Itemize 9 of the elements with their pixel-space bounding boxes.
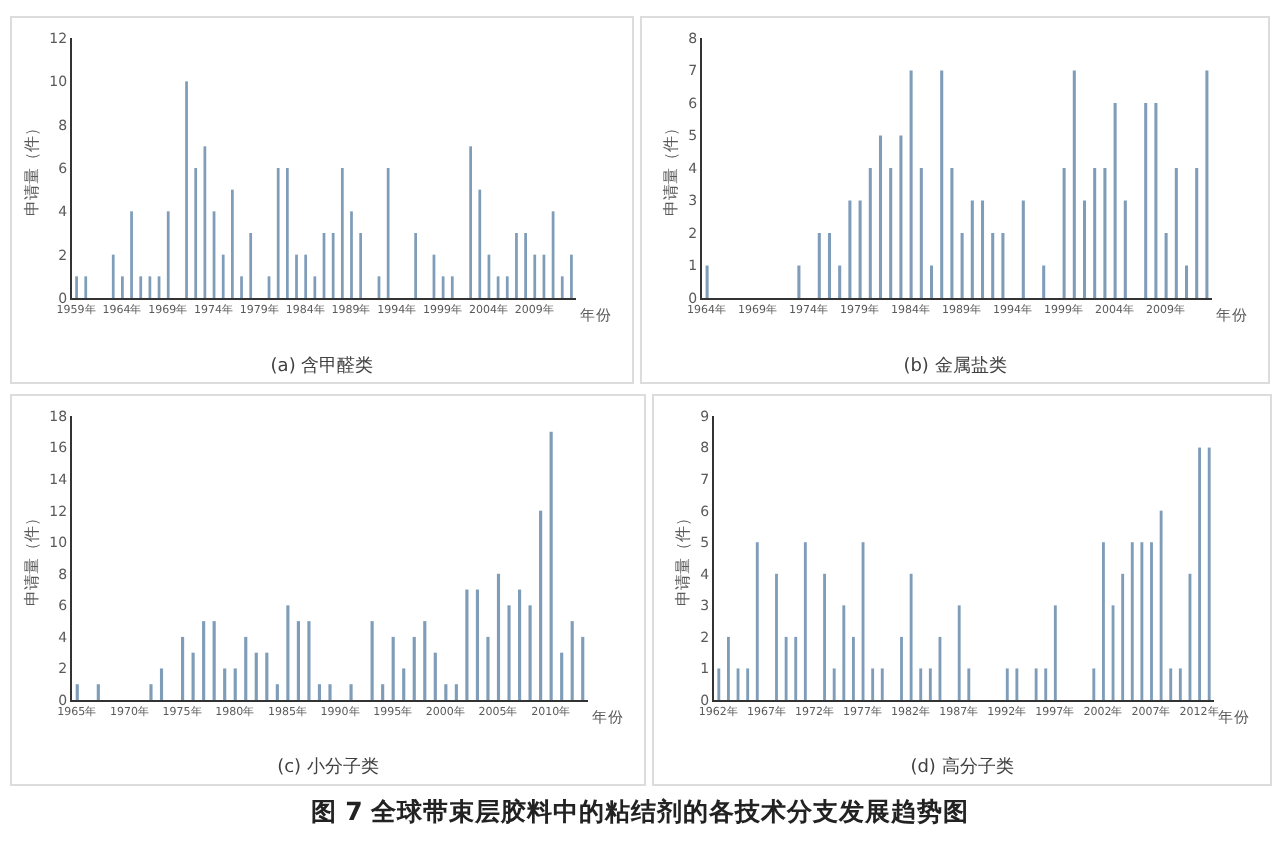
text: (a) 含甲醛类 bbox=[270, 355, 374, 378]
y-axis-title: 申请量（件） bbox=[673, 510, 692, 606]
y-axis-title: 申请量（件） bbox=[22, 120, 41, 216]
text: (b) 金属盐类 bbox=[903, 355, 1007, 378]
y-axis-title: 申请量（件） bbox=[22, 510, 41, 606]
text: (d) 高分子类 bbox=[910, 756, 1014, 779]
y-axis-title: 申请量（件） bbox=[661, 120, 680, 216]
caption: 图 7 全球带束层胶料中的粘结剂的各技术分支发展趋势图 bbox=[308, 796, 972, 830]
text: (c) 小分子类 bbox=[277, 756, 379, 779]
